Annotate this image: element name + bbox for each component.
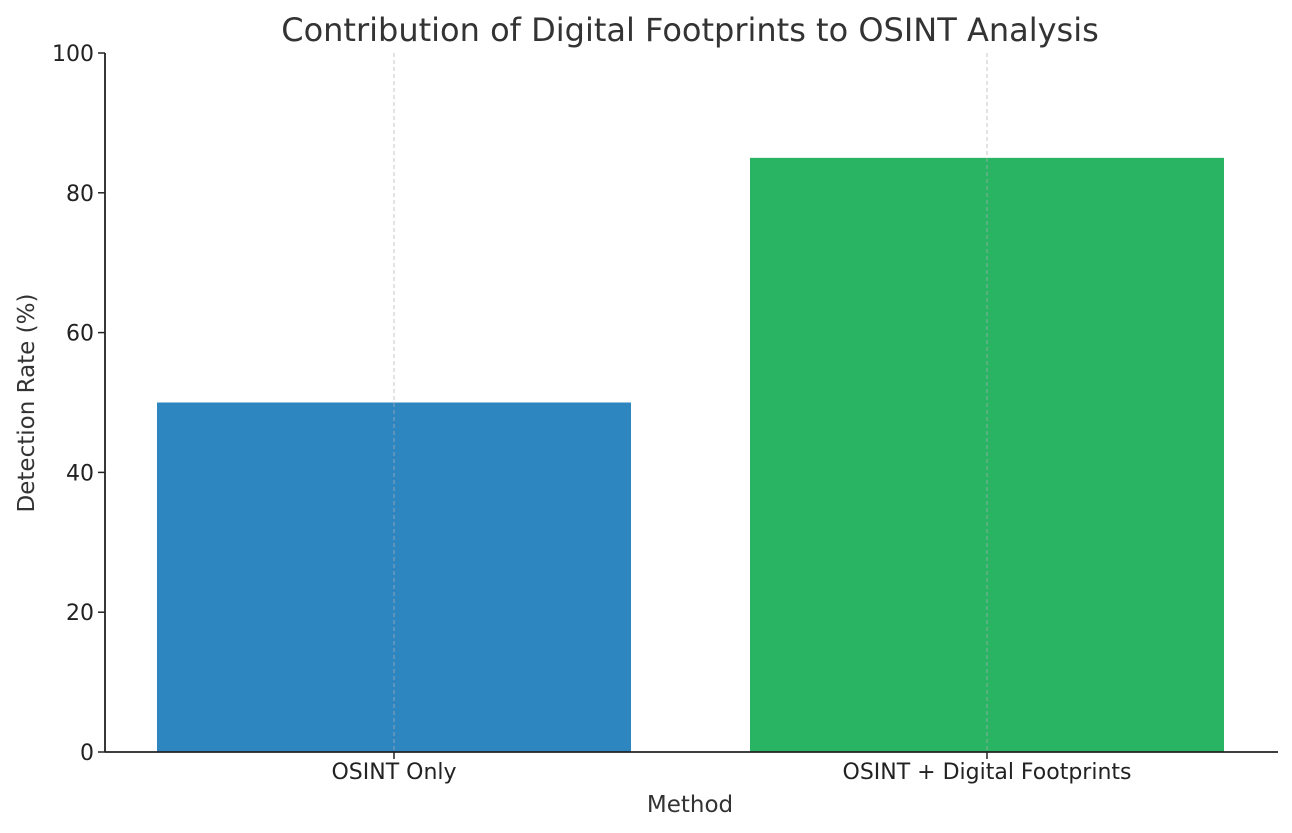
bars bbox=[157, 157, 1224, 753]
y-tick-label: 40 bbox=[66, 461, 94, 486]
axes bbox=[104, 53, 1278, 753]
grid-lines-front bbox=[393, 53, 988, 752]
x-axis-label: Method bbox=[647, 792, 733, 818]
y-tick-label: 100 bbox=[52, 42, 94, 67]
chart-title: Contribution of Digital Footprints to OS… bbox=[281, 11, 1099, 49]
y-tick-label: 20 bbox=[66, 601, 94, 626]
ticks: OSINT Only OSINT + Digital Footprints 0 20 4… bbox=[52, 42, 1132, 785]
y-axis-label: Detection Rate (%) bbox=[14, 294, 40, 513]
y-tick-label: 60 bbox=[66, 322, 94, 347]
y-tick-label: 80 bbox=[66, 182, 94, 207]
x-tick-label: OSINT + Digital Footprints bbox=[843, 760, 1132, 785]
x-tick-label: OSINT Only bbox=[331, 760, 456, 785]
y-tick-label: 0 bbox=[80, 741, 94, 766]
